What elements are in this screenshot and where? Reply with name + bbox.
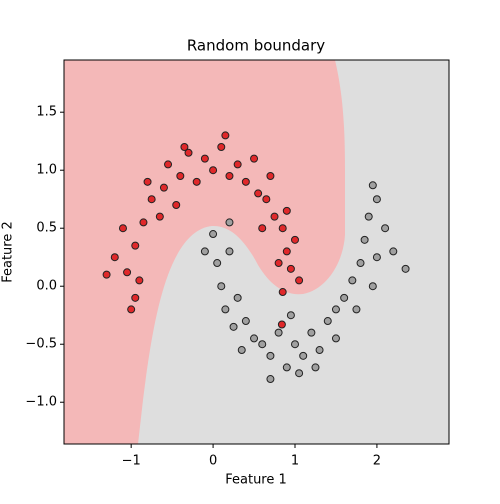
point <box>213 259 222 268</box>
point <box>282 363 291 372</box>
point <box>295 276 304 285</box>
point <box>164 160 173 169</box>
point <box>266 172 275 181</box>
point <box>200 154 209 163</box>
point <box>225 218 234 227</box>
point <box>348 276 357 285</box>
point <box>184 148 193 157</box>
point <box>282 247 291 256</box>
point <box>217 282 226 291</box>
point <box>143 177 152 186</box>
point <box>225 172 234 181</box>
point <box>270 212 279 221</box>
point <box>258 224 267 233</box>
point <box>356 259 365 268</box>
point <box>352 305 361 314</box>
point <box>389 247 398 256</box>
point <box>307 328 316 337</box>
point <box>233 160 242 169</box>
point <box>200 247 209 256</box>
point <box>331 305 340 314</box>
point <box>131 241 140 250</box>
point <box>266 351 275 360</box>
point <box>291 340 299 349</box>
point <box>123 268 132 277</box>
x-tick-label: 0 <box>209 454 217 469</box>
decision-region <box>64 60 345 444</box>
point <box>159 183 168 192</box>
point <box>311 363 320 372</box>
point <box>368 282 377 291</box>
point <box>286 264 295 273</box>
y-tick-label: 1.5 <box>36 105 57 120</box>
point <box>241 317 250 326</box>
y-tick-label: −0.5 <box>25 337 57 352</box>
point <box>282 206 291 215</box>
point <box>278 288 287 297</box>
point <box>139 218 148 227</box>
point <box>241 177 250 186</box>
point <box>381 224 390 233</box>
point <box>110 253 119 262</box>
point <box>209 230 218 239</box>
point <box>237 346 246 355</box>
point <box>364 212 373 221</box>
x-tick-label: 2 <box>373 454 381 469</box>
x-tick-label: −1 <box>122 454 141 469</box>
point <box>258 340 267 349</box>
point <box>360 235 369 244</box>
point <box>192 177 201 186</box>
x-tick-label: 1 <box>291 454 299 469</box>
point <box>221 305 230 314</box>
point <box>229 322 238 331</box>
point <box>155 212 164 221</box>
point <box>315 346 324 355</box>
point <box>147 195 156 204</box>
point <box>368 181 377 190</box>
y-tick-label: 1.0 <box>36 163 57 178</box>
point <box>131 293 140 302</box>
point <box>340 293 349 302</box>
point <box>217 143 226 152</box>
chart-title: Random boundary <box>187 37 325 55</box>
point <box>180 143 189 152</box>
y-axis-label: Feature 2 <box>1 221 16 283</box>
point <box>250 334 259 343</box>
point <box>274 259 283 268</box>
point <box>118 224 127 233</box>
point <box>266 375 275 384</box>
point <box>299 351 308 360</box>
point <box>331 334 340 343</box>
point <box>135 276 144 285</box>
x-axis-label: Feature 1 <box>225 473 287 488</box>
point <box>401 264 410 273</box>
point <box>250 154 259 163</box>
y-tick-label: −1.0 <box>25 395 57 410</box>
point <box>102 270 111 279</box>
point <box>323 317 332 326</box>
point <box>225 247 234 256</box>
point <box>278 224 287 233</box>
point <box>295 369 304 378</box>
point <box>254 189 263 198</box>
point <box>233 293 242 302</box>
point <box>372 253 381 262</box>
y-tick-label: 0.5 <box>36 221 57 236</box>
point <box>176 172 185 181</box>
point <box>291 235 299 244</box>
point <box>286 311 295 320</box>
point <box>127 305 136 314</box>
point <box>372 195 381 204</box>
point <box>274 328 283 337</box>
point <box>277 320 286 329</box>
point <box>221 131 230 140</box>
plot-frame <box>63 59 450 445</box>
y-tick-label: 0.0 <box>36 279 57 294</box>
point <box>262 195 271 204</box>
point <box>209 166 218 175</box>
point <box>172 201 181 210</box>
